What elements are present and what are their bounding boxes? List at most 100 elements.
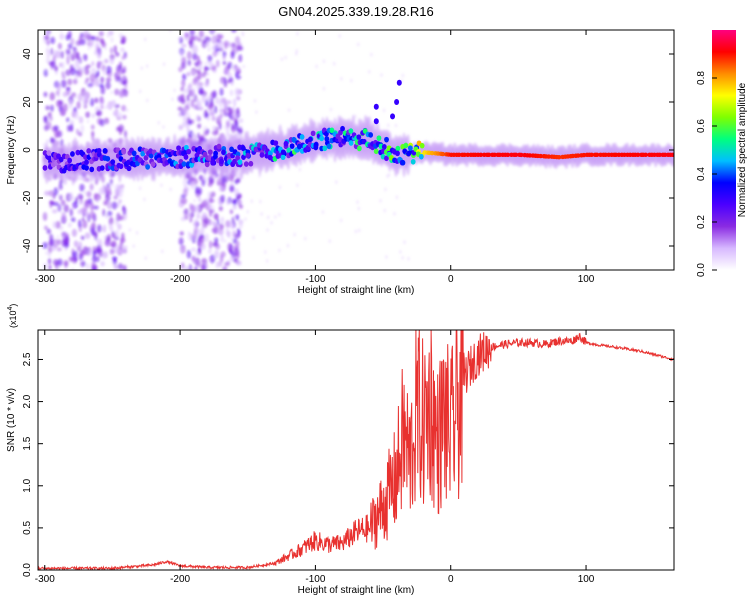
noise-blob [83,90,89,100]
noise-blob [222,50,227,58]
noise-blob [53,239,59,248]
noise-blob [73,240,79,248]
noise-blob [43,116,48,124]
noise-blob [105,81,111,90]
band-blob [395,145,401,152]
noise-blob [186,51,192,60]
noise-blob [235,260,242,266]
noise-blob [179,231,184,236]
noise-blob [237,246,241,251]
noise-blob [223,107,228,116]
noise-blob [401,255,404,260]
colorbar-strip [712,30,736,270]
noise-blob [59,33,65,40]
band-blob [42,165,48,171]
noise-blob [382,108,386,113]
noise-blob [197,123,202,129]
noise-blob [120,39,125,45]
band-blob [210,160,216,166]
noise-blob [211,221,216,226]
band-blob [390,113,396,120]
noise-blob [184,265,189,270]
noise-blob [207,55,213,62]
noise-blob [329,107,333,112]
band-blob [189,162,195,168]
noise-blob [266,228,269,232]
noise-blob [66,55,70,65]
noise-blob [138,89,142,94]
noise-blob [70,37,75,46]
noise-blob [223,266,227,270]
noise-blob [204,65,208,75]
noise-blob [214,250,220,259]
noise-blob [117,263,124,270]
noise-blob [338,34,341,38]
noise-blob [104,58,109,64]
noise-blob [295,51,298,56]
noise-blob [84,232,91,240]
noise-blob [358,228,361,233]
noise-blob [54,129,60,139]
noise-blob [57,258,63,267]
band-blob [248,160,254,167]
noise-blob [63,204,70,213]
noise-blob [44,190,50,196]
noise-blob [296,31,299,36]
noise-blob [121,205,126,212]
noise-blob [229,109,233,115]
noise-blob [181,43,187,48]
noise-blob [211,35,217,45]
noise-blob [270,220,273,225]
y-tick-label: 2.0 [22,394,33,408]
noise-blob [220,234,224,243]
noise-blob [45,68,49,73]
noise-blob [95,111,101,116]
noise-blob [356,200,359,204]
noise-blob [193,231,198,241]
band-blob [280,149,286,155]
noise-blob [85,263,90,270]
noise-blob [186,71,191,77]
noise-blob [78,200,84,206]
noise-blob [112,110,119,117]
noise-blob [75,51,79,60]
noise-blob [244,217,247,221]
noise-blob [52,221,57,229]
noise-blob [64,242,70,249]
noise-blob [83,190,86,195]
noise-blob [92,266,96,270]
noise-blob [230,122,235,131]
noise-blob [357,42,360,47]
noise-blob [49,92,56,101]
noise-blob [60,50,64,59]
noise-blob [69,89,72,94]
noise-blob [229,209,234,215]
noise-blob [42,242,48,249]
band-blob [286,147,292,153]
noise-blob [180,262,185,269]
noise-blob [226,41,231,48]
noise-blob [229,222,236,230]
noise-blob [171,97,174,102]
noise-blob [122,264,127,270]
noise-blob [78,116,84,124]
band-blob [356,145,362,152]
y-tick-label: 0 [22,147,33,153]
noise-blob [43,225,48,231]
noise-blob [94,42,100,51]
noise-blob [121,80,127,86]
noise-blob [179,50,184,58]
band-blob [538,153,544,159]
noise-blob [61,212,67,221]
noise-blob [115,51,120,57]
noise-blob [178,111,183,117]
noise-blob [76,101,81,109]
band-blob [235,155,241,161]
spectrogram-y-axis: -40 -20 0 20 40 [22,48,674,253]
noise-blob [48,264,52,270]
noise-blob [197,71,203,80]
noise-blob [45,251,48,255]
noise-blob [111,48,114,52]
noise-blob [219,97,225,104]
band-blob [478,152,484,157]
